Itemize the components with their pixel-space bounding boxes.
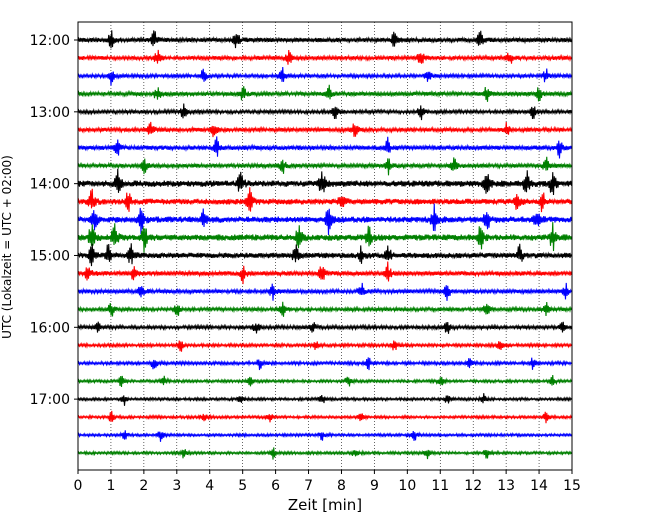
x-tick-label: 15 [563, 478, 581, 494]
grid-lines [110, 22, 540, 470]
trace-1330 [77, 136, 573, 159]
x-axis-label: Zeit [min] [288, 496, 362, 514]
x-tick-label: 8 [337, 478, 346, 494]
x-tick-label: 4 [205, 478, 214, 494]
trace-1415 [77, 187, 573, 213]
trace-1545 [77, 301, 573, 317]
x-tick-label: 9 [370, 478, 379, 494]
trace-1345 [77, 156, 573, 176]
trace-1600 [77, 321, 573, 334]
trace-1230 [77, 67, 573, 86]
x-tick-label: 13 [497, 478, 515, 494]
y-tick-label: 16:00 [30, 320, 70, 336]
trace-1715 [77, 410, 573, 424]
trace-1730 [77, 430, 573, 442]
y-tick-label: 14:00 [30, 177, 70, 193]
y-tick-label: 13:00 [30, 105, 70, 121]
y-axis-label: UTC (Lokalzeit = UTC + 02:00) [0, 155, 14, 339]
y-tick-label: 17:00 [30, 392, 70, 408]
trace-1430 [77, 203, 573, 235]
trace-1300 [77, 103, 573, 121]
trace-1445 [77, 222, 573, 253]
trace-1745 [77, 447, 573, 460]
x-tick-label: 1 [106, 478, 115, 494]
x-tick-label: 3 [172, 478, 181, 494]
x-tick-label: 2 [139, 478, 148, 494]
x-tick-label: 5 [238, 478, 247, 494]
x-axis-ticks: 0 1 2 3 4 5 6 7 8 9 10 11 12 13 14 15 [74, 470, 581, 494]
y-axis-ticks: 12:00 13:00 14:00 15:00 16:00 17:00 [30, 33, 78, 408]
trace-1700 [77, 393, 572, 406]
plot-area-frame [77, 21, 573, 471]
trace-1515 [77, 261, 573, 285]
trace-1615 [77, 340, 572, 352]
y-tick-label: 12:00 [30, 33, 70, 49]
trace-1530 [77, 282, 573, 301]
seismic-traces [77, 30, 573, 460]
y-tick-label: 15:00 [30, 248, 70, 264]
x-tick-label: 12 [464, 478, 482, 494]
trace-1630 [77, 357, 572, 371]
trace-1215 [77, 49, 573, 65]
trace-1245 [77, 84, 573, 102]
trace-1315 [77, 121, 573, 138]
x-tick-label: 11 [431, 478, 449, 494]
trace-1400 [77, 168, 573, 195]
x-tick-label: 0 [74, 478, 83, 494]
trace-1645 [77, 374, 573, 388]
x-tick-label: 6 [271, 478, 280, 494]
x-tick-label: 7 [304, 478, 313, 494]
x-tick-label: 14 [530, 478, 548, 494]
x-tick-label: 10 [398, 478, 416, 494]
trace-1200 [77, 30, 573, 49]
trace-1500 [77, 243, 573, 267]
